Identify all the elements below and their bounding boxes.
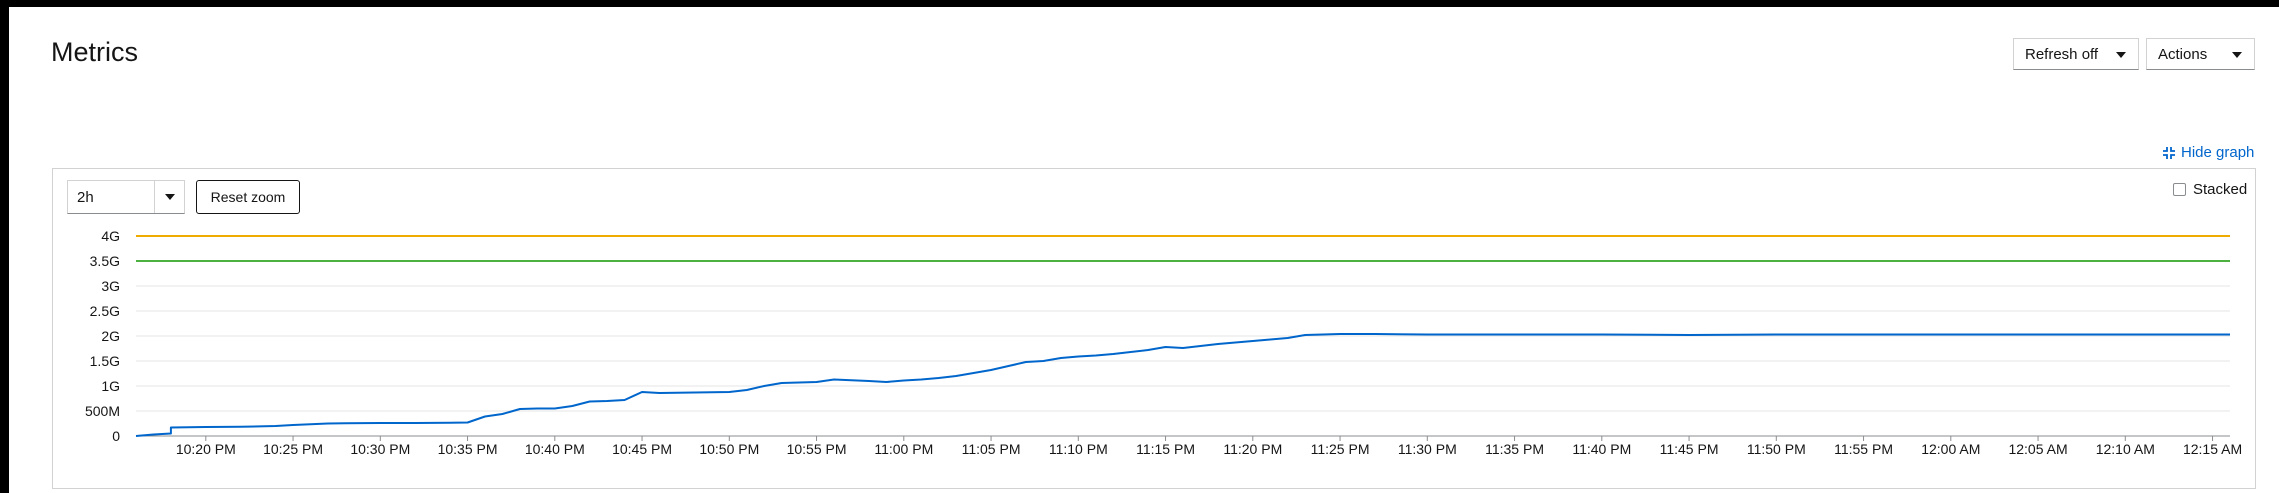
time-range-value: 2h <box>77 188 94 206</box>
x-tick-label: 12:00 AM <box>1921 441 1980 457</box>
y-tick-label: 1G <box>101 378 120 394</box>
x-tick-label: 10:20 PM <box>176 441 236 457</box>
y-tick-label: 3.5G <box>90 253 120 269</box>
x-tick-label: 11:30 PM <box>1398 441 1457 457</box>
series-lines <box>135 235 2230 437</box>
x-tick-label: 11:40 PM <box>1572 441 1631 457</box>
grid-lines <box>136 235 2230 437</box>
x-tick-label: 11:15 PM <box>1136 441 1195 457</box>
y-tick-label: 1.5G <box>90 353 120 369</box>
hide-graph-button[interactable]: Hide graph <box>2162 144 2254 161</box>
x-tick-label: 10:30 PM <box>350 441 410 457</box>
x-axis-ticks: 10:20 PM 10:25 PM 10:30 PM 10:35 PM 10:40 PM… <box>176 436 2242 457</box>
y-tick-label: 3G <box>101 278 120 294</box>
x-tick-label: 10:50 PM <box>699 441 759 457</box>
time-range-select[interactable]: 2h <box>67 180 185 214</box>
caret-down-icon <box>2116 52 2126 58</box>
x-tick-label: 10:55 PM <box>787 441 847 457</box>
x-tick-label: 11:10 PM <box>1049 441 1108 457</box>
x-tick-label: 11:45 PM <box>1660 441 1719 457</box>
x-tick-label: 12:15 AM <box>2183 441 2242 457</box>
graph-card: 2h Reset zoom Stacked 0 500M 1G 1.5G 2G 2.5G 3… <box>52 168 2256 489</box>
series-line-3[interactable] <box>135 333 2230 437</box>
refresh-interval-label: Refresh off <box>2025 45 2099 63</box>
x-tick-label: 11:20 PM <box>1223 441 1282 457</box>
y-axis-ticks: 0 500M 1G 1.5G 2G 2.5G 3G 3.5G 4G <box>85 228 120 444</box>
caret-down-icon <box>165 194 175 200</box>
window-frame-top <box>0 0 2279 7</box>
x-tick-label: 10:45 PM <box>612 441 672 457</box>
x-tick-label: 11:05 PM <box>962 441 1021 457</box>
page-title: Metrics <box>51 37 138 67</box>
actions-label: Actions <box>2158 45 2208 63</box>
x-tick-label: 11:00 PM <box>874 441 933 457</box>
x-tick-label: 11:55 PM <box>1834 441 1893 457</box>
x-tick-label: 12:05 AM <box>2008 441 2067 457</box>
y-tick-label: 500M <box>85 403 120 419</box>
x-tick-label: 11:50 PM <box>1747 441 1806 457</box>
x-tick-label: 11:35 PM <box>1485 441 1544 457</box>
time-range-toggle[interactable] <box>154 181 184 213</box>
window-frame-left <box>0 0 9 493</box>
refresh-interval-dropdown[interactable]: Refresh off <box>2013 38 2139 70</box>
x-tick-label: 10:40 PM <box>525 441 585 457</box>
compress-icon <box>2163 146 2175 159</box>
caret-down-icon <box>2232 52 2242 58</box>
stacked-checkbox[interactable] <box>2173 183 2186 196</box>
y-tick-label: 4G <box>101 228 120 244</box>
reset-zoom-button[interactable]: Reset zoom <box>196 180 300 214</box>
y-tick-label: 2.5G <box>90 303 120 319</box>
x-tick-label: 10:25 PM <box>263 441 323 457</box>
actions-dropdown[interactable]: Actions <box>2146 38 2255 70</box>
metrics-line-chart[interactable]: 0 500M 1G 1.5G 2G 2.5G 3G 3.5G 4G 10:20 PM 10:25 … <box>53 169 2255 488</box>
stacked-label: Stacked <box>2193 181 2248 198</box>
x-tick-label: 12:10 AM <box>2096 441 2155 457</box>
x-tick-label: 11:25 PM <box>1311 441 1370 457</box>
y-tick-label: 0 <box>112 428 120 444</box>
y-tick-label: 2G <box>101 328 120 344</box>
x-tick-label: 10:35 PM <box>438 441 498 457</box>
hide-graph-label: Hide graph <box>2181 144 2255 161</box>
stacked-checkbox-group[interactable]: Stacked <box>2173 181 2247 198</box>
metrics-page: Metrics Refresh off Actions Hide graph 2… <box>9 7 2279 493</box>
